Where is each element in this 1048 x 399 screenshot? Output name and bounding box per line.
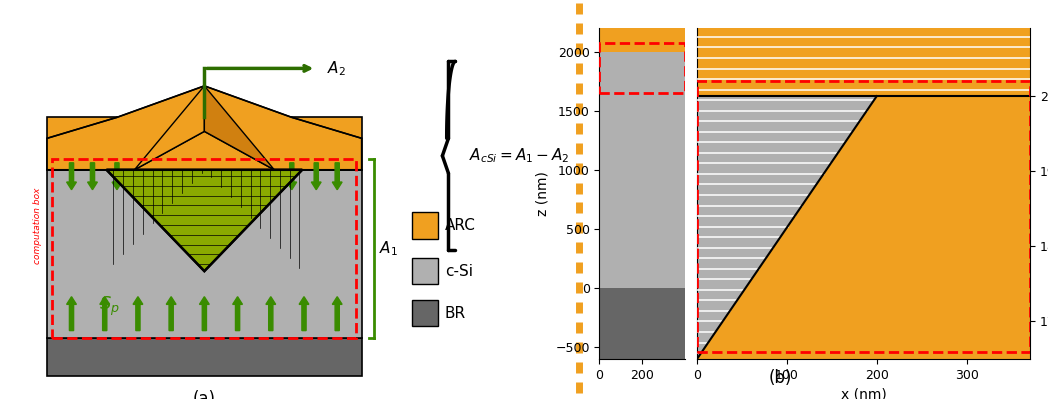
- FancyArrow shape: [133, 297, 143, 331]
- Text: $A_1$: $A_1$: [379, 239, 398, 258]
- X-axis label: x (nm): x (nm): [840, 387, 887, 399]
- Text: BR: BR: [445, 306, 466, 321]
- Polygon shape: [47, 338, 362, 376]
- Polygon shape: [134, 86, 204, 170]
- Bar: [52, 159, 356, 338]
- FancyArrow shape: [199, 297, 210, 331]
- Polygon shape: [47, 170, 362, 338]
- FancyArrow shape: [112, 163, 122, 190]
- Text: $A_2$: $A_2$: [327, 59, 346, 78]
- Bar: [412, 300, 438, 326]
- Polygon shape: [47, 117, 362, 170]
- Text: computation box: computation box: [32, 188, 42, 264]
- Polygon shape: [47, 86, 362, 170]
- Text: c-Si: c-Si: [445, 264, 473, 279]
- Text: (a): (a): [193, 390, 216, 399]
- Text: $A_{cSi}=A_1-A_2$: $A_{cSi}=A_1-A_2$: [470, 146, 570, 165]
- Text: $S_p$: $S_p$: [100, 294, 121, 318]
- Text: ARC: ARC: [445, 218, 476, 233]
- FancyArrow shape: [100, 297, 110, 331]
- FancyArrow shape: [287, 163, 297, 190]
- FancyArrow shape: [233, 297, 242, 331]
- Bar: [599, 43, 685, 93]
- FancyArrow shape: [167, 297, 176, 331]
- FancyArrow shape: [311, 163, 321, 190]
- FancyArrow shape: [299, 297, 309, 331]
- FancyArrow shape: [266, 297, 276, 331]
- Polygon shape: [204, 86, 275, 170]
- FancyArrow shape: [67, 163, 77, 190]
- FancyArrow shape: [332, 297, 342, 331]
- FancyArrow shape: [332, 163, 342, 190]
- Bar: [412, 258, 438, 284]
- Y-axis label: z (nm): z (nm): [536, 171, 550, 216]
- FancyArrow shape: [88, 163, 97, 190]
- Polygon shape: [107, 170, 302, 271]
- Text: (b): (b): [769, 369, 792, 387]
- Bar: [697, 81, 1030, 352]
- FancyArrow shape: [67, 297, 77, 331]
- Bar: [412, 212, 438, 239]
